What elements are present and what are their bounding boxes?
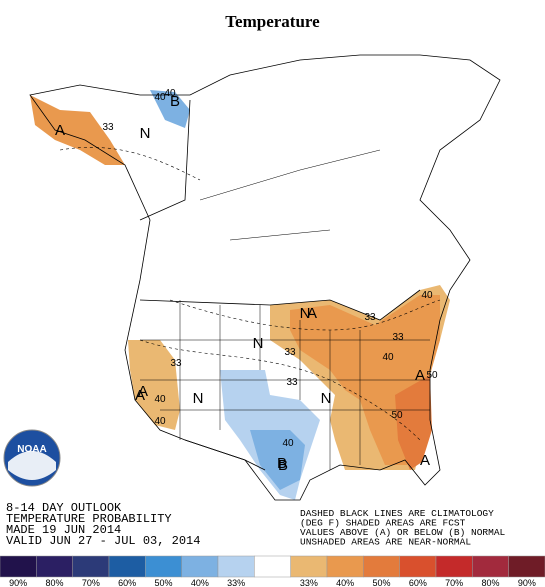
map-label: N	[300, 305, 311, 322]
legend-swatch	[36, 555, 73, 578]
note-line: DASHED BLACK LINES ARE CLIMATOLOGY	[300, 508, 494, 519]
notes-text: DASHED BLACK LINES ARE CLIMATOLOGY(DEG F…	[300, 508, 506, 548]
legend-swatch	[508, 555, 545, 578]
legend-label: 40%	[191, 578, 209, 587]
map-label: 40	[154, 92, 166, 103]
note-line: VALUES ABOVE (A) OR BELOW (B) NORMAL	[300, 527, 506, 538]
legend-label: 80%	[481, 578, 499, 587]
map-label: B	[278, 457, 288, 474]
climatology-lines	[59, 147, 441, 441]
border	[139, 99, 191, 221]
outlook-line: MADE 19 JUN 2014	[6, 523, 121, 537]
legend-label: 80%	[45, 578, 63, 587]
legend: 90% 80% 70% 60% 50% 40% 33% 33% 40% 50% 60% 70% 80% 9…	[0, 555, 545, 587]
note-line: UNSHADED AREAS ARE NEAR-NORMAL	[300, 537, 471, 548]
logo-text: NOAA	[17, 444, 46, 455]
legend-label: 90%	[518, 578, 536, 587]
legend-swatch	[435, 555, 473, 578]
map-label: 40	[154, 394, 166, 405]
legend-label: 40%	[336, 578, 354, 587]
legend-label: 60%	[409, 578, 427, 587]
legend-label: 70%	[445, 578, 463, 587]
map-label: 33	[364, 312, 376, 323]
legend-swatch	[0, 555, 37, 578]
map-label: B	[170, 93, 180, 110]
region-above	[30, 95, 125, 165]
map-label: 40	[382, 352, 394, 363]
outlook-line: TEMPERATURE PROBABILITY	[6, 512, 172, 526]
legend-label: 90%	[9, 578, 27, 587]
contour	[59, 147, 201, 181]
legend-swatch	[290, 555, 328, 578]
legend-label: 33%	[300, 578, 318, 587]
legend-swatch	[145, 555, 182, 578]
map-label: A	[415, 367, 425, 384]
map-label: N	[140, 125, 151, 142]
map-label: 33	[102, 122, 114, 133]
map-label: A	[55, 122, 65, 139]
logo-wave	[8, 451, 56, 480]
map-label: A	[138, 383, 148, 400]
border	[184, 439, 266, 471]
map-label: 33	[170, 358, 182, 369]
contour	[169, 299, 441, 331]
legend-swatch	[217, 555, 255, 578]
legend-swatch	[472, 555, 509, 578]
legend-swatch	[181, 555, 219, 578]
map-label: A	[420, 452, 430, 469]
legend-label: 33%	[227, 578, 245, 587]
map-label: A	[135, 387, 145, 404]
map-label: N	[253, 335, 264, 352]
legend-swatch	[326, 555, 364, 578]
region-below	[250, 430, 305, 490]
map-label: 50	[391, 410, 403, 421]
legend-swatch	[363, 555, 400, 578]
region-below	[150, 90, 190, 128]
note-line: (DEG F) SHADED AREAS ARE FCST	[300, 518, 466, 529]
coastline	[29, 54, 501, 501]
legend-label: 60%	[118, 578, 136, 587]
map-label: N	[193, 390, 204, 407]
logo: NOAA	[3, 429, 61, 487]
outlook-line: VALID JUN 27 - JUL 03, 2014	[6, 534, 200, 548]
map-label: 40	[421, 290, 433, 301]
contour	[139, 339, 421, 441]
map-label: 40	[154, 416, 166, 427]
map-label: 50	[426, 370, 438, 381]
legend-swatch	[254, 555, 291, 578]
shaded-regions	[30, 90, 450, 500]
map-label: 33	[284, 347, 296, 358]
boundaries	[29, 54, 501, 501]
map-label: 40	[282, 438, 294, 449]
map-label: 33	[392, 332, 404, 343]
legend-swatch	[108, 555, 146, 578]
map-label: B	[277, 455, 287, 472]
legend-swatch	[72, 555, 110, 578]
map-label: N	[321, 390, 332, 407]
map-label: 33	[286, 377, 298, 388]
legend-label: 50%	[154, 578, 172, 587]
border	[139, 289, 421, 321]
legend-swatch	[399, 555, 437, 578]
legend-label: 70%	[82, 578, 100, 587]
map-label: 40	[164, 88, 176, 99]
legend-label: 50%	[372, 578, 390, 587]
state-lines	[140, 149, 430, 470]
outlook-line: 8-14 DAY OUTLOOK	[6, 501, 122, 515]
map-label: A	[307, 305, 317, 322]
region-above	[395, 375, 432, 470]
title: Temperature	[225, 12, 320, 31]
